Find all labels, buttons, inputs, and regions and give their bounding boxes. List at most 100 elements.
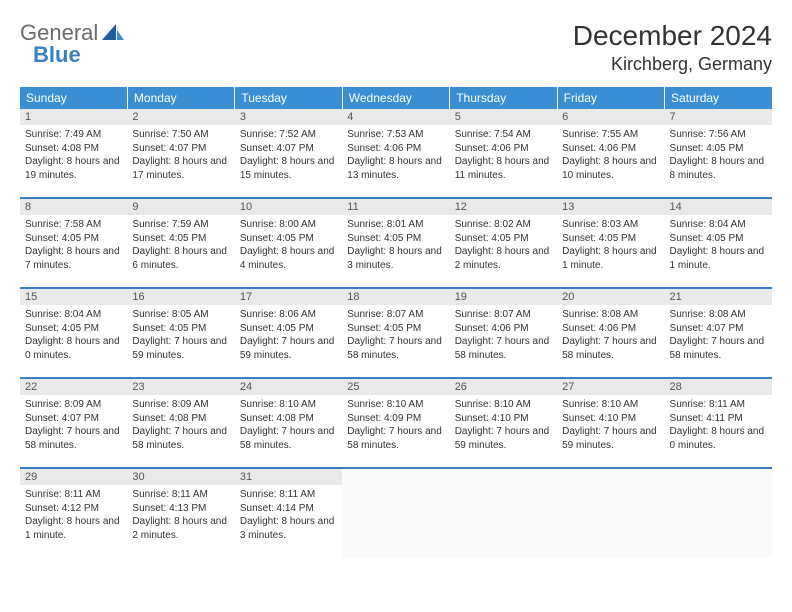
calendar-day-cell: 30Sunrise: 8:11 AMSunset: 4:13 PMDayligh… [127, 468, 234, 557]
day-number: 15 [20, 289, 127, 305]
day-details: Sunrise: 8:10 AMSunset: 4:08 PMDaylight:… [235, 395, 342, 456]
day-number: 14 [665, 199, 772, 215]
calendar-week-row: 8Sunrise: 7:58 AMSunset: 4:05 PMDaylight… [20, 198, 772, 288]
calendar-day-cell: 16Sunrise: 8:05 AMSunset: 4:05 PMDayligh… [127, 288, 234, 378]
day-number: 17 [235, 289, 342, 305]
weekday-header: Wednesday [342, 87, 449, 109]
day-number: 5 [450, 109, 557, 125]
day-details: Sunrise: 8:10 AMSunset: 4:09 PMDaylight:… [342, 395, 449, 456]
day-details: Sunrise: 8:11 AMSunset: 4:12 PMDaylight:… [20, 485, 127, 546]
calendar-day-cell: 23Sunrise: 8:09 AMSunset: 4:08 PMDayligh… [127, 378, 234, 468]
day-number: 16 [127, 289, 234, 305]
day-details: Sunrise: 8:04 AMSunset: 4:05 PMDaylight:… [20, 305, 127, 366]
day-details: Sunrise: 7:53 AMSunset: 4:06 PMDaylight:… [342, 125, 449, 186]
day-details: Sunrise: 8:10 AMSunset: 4:10 PMDaylight:… [557, 395, 664, 456]
day-number: 23 [127, 379, 234, 395]
day-details: Sunrise: 8:04 AMSunset: 4:05 PMDaylight:… [665, 215, 772, 276]
day-number: 2 [127, 109, 234, 125]
day-number: 19 [450, 289, 557, 305]
day-details: Sunrise: 8:06 AMSunset: 4:05 PMDaylight:… [235, 305, 342, 366]
day-number: 25 [342, 379, 449, 395]
calendar-day-cell: 6Sunrise: 7:55 AMSunset: 4:06 PMDaylight… [557, 109, 664, 198]
header: General December 2024 Kirchberg, Germany [20, 20, 772, 75]
weekday-header: Tuesday [235, 87, 342, 109]
calendar-day-cell: 3Sunrise: 7:52 AMSunset: 4:07 PMDaylight… [235, 109, 342, 198]
weekday-header: Monday [127, 87, 234, 109]
day-number: 6 [557, 109, 664, 125]
calendar-day-cell: 21Sunrise: 8:08 AMSunset: 4:07 PMDayligh… [665, 288, 772, 378]
calendar-day-cell: 24Sunrise: 8:10 AMSunset: 4:08 PMDayligh… [235, 378, 342, 468]
calendar-day-cell [557, 468, 664, 557]
calendar-table: SundayMondayTuesdayWednesdayThursdayFrid… [20, 87, 772, 557]
day-details: Sunrise: 7:54 AMSunset: 4:06 PMDaylight:… [450, 125, 557, 186]
logo-sail-icon [102, 24, 124, 42]
calendar-week-row: 15Sunrise: 8:04 AMSunset: 4:05 PMDayligh… [20, 288, 772, 378]
weekday-header: Friday [557, 87, 664, 109]
calendar-day-cell: 20Sunrise: 8:08 AMSunset: 4:06 PMDayligh… [557, 288, 664, 378]
day-number: 7 [665, 109, 772, 125]
calendar-week-row: 1Sunrise: 7:49 AMSunset: 4:08 PMDaylight… [20, 109, 772, 198]
weekday-header-row: SundayMondayTuesdayWednesdayThursdayFrid… [20, 87, 772, 109]
calendar-day-cell: 22Sunrise: 8:09 AMSunset: 4:07 PMDayligh… [20, 378, 127, 468]
day-details: Sunrise: 8:08 AMSunset: 4:06 PMDaylight:… [557, 305, 664, 366]
day-number: 10 [235, 199, 342, 215]
day-details: Sunrise: 8:03 AMSunset: 4:05 PMDaylight:… [557, 215, 664, 276]
day-number: 24 [235, 379, 342, 395]
day-number: 30 [127, 469, 234, 485]
day-details: Sunrise: 8:00 AMSunset: 4:05 PMDaylight:… [235, 215, 342, 276]
logo-text-blue: Blue [33, 42, 81, 68]
day-number: 29 [20, 469, 127, 485]
day-number: 27 [557, 379, 664, 395]
calendar-day-cell: 11Sunrise: 8:01 AMSunset: 4:05 PMDayligh… [342, 198, 449, 288]
calendar-day-cell: 17Sunrise: 8:06 AMSunset: 4:05 PMDayligh… [235, 288, 342, 378]
day-number: 4 [342, 109, 449, 125]
location: Kirchberg, Germany [573, 54, 772, 75]
calendar-day-cell: 28Sunrise: 8:11 AMSunset: 4:11 PMDayligh… [665, 378, 772, 468]
calendar-day-cell [665, 468, 772, 557]
day-details: Sunrise: 8:11 AMSunset: 4:14 PMDaylight:… [235, 485, 342, 546]
day-details: Sunrise: 8:05 AMSunset: 4:05 PMDaylight:… [127, 305, 234, 366]
day-details: Sunrise: 7:50 AMSunset: 4:07 PMDaylight:… [127, 125, 234, 186]
day-number: 31 [235, 469, 342, 485]
day-details: Sunrise: 8:09 AMSunset: 4:07 PMDaylight:… [20, 395, 127, 456]
calendar-day-cell: 9Sunrise: 7:59 AMSunset: 4:05 PMDaylight… [127, 198, 234, 288]
day-number: 21 [665, 289, 772, 305]
day-number: 22 [20, 379, 127, 395]
calendar-day-cell: 14Sunrise: 8:04 AMSunset: 4:05 PMDayligh… [665, 198, 772, 288]
calendar-day-cell: 4Sunrise: 7:53 AMSunset: 4:06 PMDaylight… [342, 109, 449, 198]
calendar-day-cell: 12Sunrise: 8:02 AMSunset: 4:05 PMDayligh… [450, 198, 557, 288]
calendar-day-cell: 13Sunrise: 8:03 AMSunset: 4:05 PMDayligh… [557, 198, 664, 288]
calendar-day-cell: 26Sunrise: 8:10 AMSunset: 4:10 PMDayligh… [450, 378, 557, 468]
day-number: 28 [665, 379, 772, 395]
calendar-week-row: 29Sunrise: 8:11 AMSunset: 4:12 PMDayligh… [20, 468, 772, 557]
calendar-day-cell: 27Sunrise: 8:10 AMSunset: 4:10 PMDayligh… [557, 378, 664, 468]
calendar-day-cell: 1Sunrise: 7:49 AMSunset: 4:08 PMDaylight… [20, 109, 127, 198]
title-block: December 2024 Kirchberg, Germany [573, 20, 772, 75]
month-title: December 2024 [573, 20, 772, 52]
day-details: Sunrise: 8:11 AMSunset: 4:11 PMDaylight:… [665, 395, 772, 456]
calendar-day-cell: 15Sunrise: 8:04 AMSunset: 4:05 PMDayligh… [20, 288, 127, 378]
calendar-day-cell [450, 468, 557, 557]
calendar-day-cell: 7Sunrise: 7:56 AMSunset: 4:05 PMDaylight… [665, 109, 772, 198]
day-number: 26 [450, 379, 557, 395]
day-details: Sunrise: 8:09 AMSunset: 4:08 PMDaylight:… [127, 395, 234, 456]
day-details: Sunrise: 7:59 AMSunset: 4:05 PMDaylight:… [127, 215, 234, 276]
day-number: 8 [20, 199, 127, 215]
day-details: Sunrise: 8:01 AMSunset: 4:05 PMDaylight:… [342, 215, 449, 276]
calendar-day-cell: 29Sunrise: 8:11 AMSunset: 4:12 PMDayligh… [20, 468, 127, 557]
calendar-day-cell: 5Sunrise: 7:54 AMSunset: 4:06 PMDaylight… [450, 109, 557, 198]
calendar-day-cell: 19Sunrise: 8:07 AMSunset: 4:06 PMDayligh… [450, 288, 557, 378]
day-number: 9 [127, 199, 234, 215]
day-details: Sunrise: 7:58 AMSunset: 4:05 PMDaylight:… [20, 215, 127, 276]
calendar-week-row: 22Sunrise: 8:09 AMSunset: 4:07 PMDayligh… [20, 378, 772, 468]
day-number: 3 [235, 109, 342, 125]
day-number: 12 [450, 199, 557, 215]
day-details: Sunrise: 7:49 AMSunset: 4:08 PMDaylight:… [20, 125, 127, 186]
calendar-day-cell: 31Sunrise: 8:11 AMSunset: 4:14 PMDayligh… [235, 468, 342, 557]
weekday-header: Saturday [665, 87, 772, 109]
calendar-day-cell: 18Sunrise: 8:07 AMSunset: 4:05 PMDayligh… [342, 288, 449, 378]
weekday-header: Sunday [20, 87, 127, 109]
day-number: 20 [557, 289, 664, 305]
day-number: 13 [557, 199, 664, 215]
calendar-day-cell: 8Sunrise: 7:58 AMSunset: 4:05 PMDaylight… [20, 198, 127, 288]
